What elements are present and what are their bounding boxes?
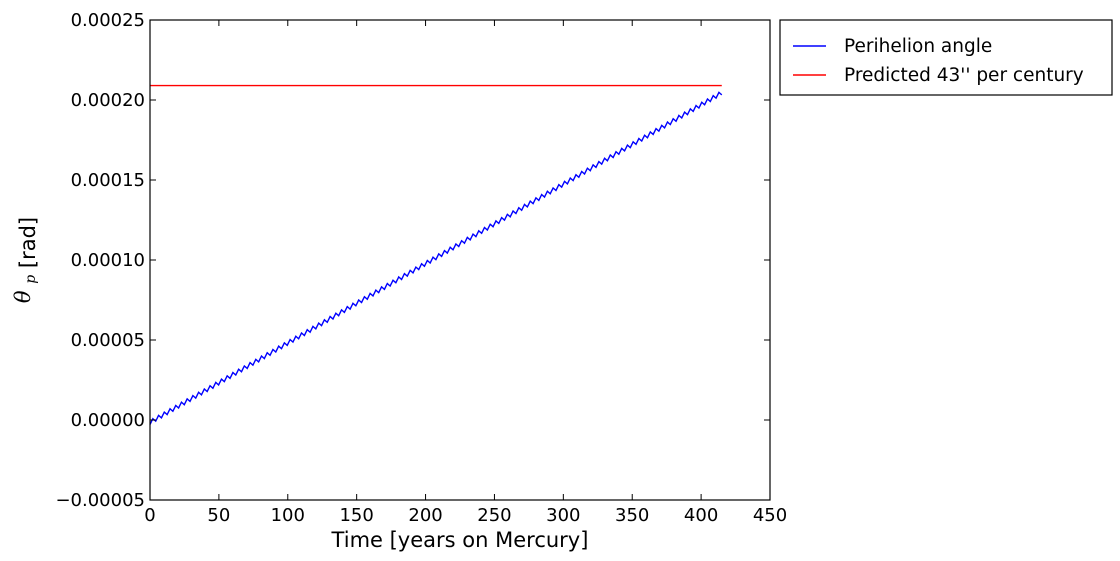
series-layer [149,84,723,425]
x-tick-label: 250 [477,505,511,526]
x-tick-label: 50 [207,505,230,526]
x-tick-label: 300 [546,505,580,526]
x-tick-label: 400 [684,505,718,526]
x-tick-label: 200 [408,505,442,526]
x-tick-label: 350 [615,505,649,526]
series-line-0 [149,91,723,425]
y-tick-label: 0.00025 [71,10,145,31]
y-tick-label: 0.00010 [71,250,145,271]
x-tick-label: 450 [753,505,787,526]
x-axis-label: Time [years on Mercury] [331,528,589,552]
y-tick-label: 0.00020 [71,90,145,111]
y-tick-label: 0.00015 [71,170,145,191]
y-tick-label: 0.00005 [71,330,145,351]
x-tick-label: 0 [144,505,155,526]
y-axis-label-unit-text: [rad] [16,217,40,268]
ticks-layer: 0 50 100 150 200 250 300 350 400 450 −0.00005 0.000… [55,10,787,526]
y-tick-label: 0.00000 [71,410,145,431]
y-axis-label: θ p [rad] [11,217,40,303]
legend-box [779,19,1113,96]
y-tick-label: −0.00005 [55,490,145,511]
y-axis-label-subscript: p [23,275,39,284]
x-tick-label: 150 [339,505,373,526]
legend: Perihelion angle Predicted 43'' per cent… [779,19,1113,96]
legend-label-perihelion: Perihelion angle [844,36,992,57]
legend-label-predicted: Predicted 43'' per century [844,65,1084,86]
x-tick-label: 100 [271,505,305,526]
y-axis-label-symbol: θ [11,290,35,303]
